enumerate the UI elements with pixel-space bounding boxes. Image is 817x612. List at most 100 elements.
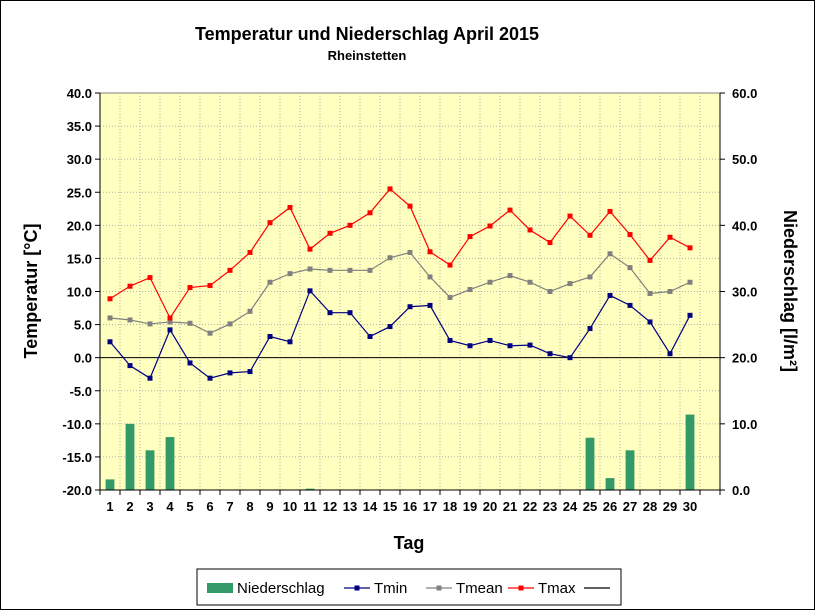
series-point-tmin	[267, 333, 273, 339]
series-point-tmean	[687, 279, 693, 285]
temperature-lines	[107, 186, 693, 381]
y-right-tick-label: 20.0	[732, 351, 757, 366]
series-point-tmin	[187, 360, 193, 366]
series-point-tmin	[507, 343, 513, 349]
series-point-tmin	[467, 343, 473, 349]
y-left-tick-label: 30.0	[67, 152, 92, 167]
series-point-tmax	[467, 234, 473, 240]
series-point-tmin	[527, 342, 533, 348]
series-point-tmin	[607, 292, 613, 298]
series-point-tmean	[167, 319, 173, 325]
series-point-tmean	[627, 265, 633, 271]
y-left-tick-label: -5.0	[70, 384, 92, 399]
series-point-tmax	[587, 232, 593, 238]
y-right-tick-label: 50.0	[732, 152, 757, 167]
legend-label-niederschlag: Niederschlag	[237, 580, 325, 597]
legend-label-tmin: Tmin	[374, 580, 407, 597]
y-left-tick-label: 40.0	[67, 86, 92, 101]
series-point-tmax	[267, 220, 273, 226]
series-point-tmean	[467, 287, 473, 293]
x-tick-label: 2	[126, 499, 133, 514]
y-right-tick-label: 0.0	[732, 483, 750, 498]
x-tick-label: 27	[623, 499, 637, 514]
legend-swatch-niederschlag	[207, 583, 233, 593]
series-point-tmin	[167, 327, 173, 333]
x-tick-label: 22	[523, 499, 537, 514]
series-point-tmin	[567, 355, 573, 361]
series-point-tmax	[547, 240, 553, 246]
series-point-tmin	[367, 333, 373, 339]
x-tick-label: 5	[186, 499, 193, 514]
y-left-tick-label: 35.0	[67, 119, 92, 134]
y-left-tick-label: 10.0	[67, 285, 92, 300]
series-point-tmax	[647, 257, 653, 263]
x-tick-label: 26	[603, 499, 617, 514]
series-point-tmean	[247, 308, 253, 314]
series-point-tmin	[207, 375, 213, 381]
series-point-tmin	[227, 370, 233, 376]
x-tick-label: 20	[483, 499, 497, 514]
series-point-tmax	[387, 186, 393, 192]
x-tick-label: 6	[206, 499, 213, 514]
series-point-tmin	[127, 363, 133, 369]
series-point-tmean	[487, 279, 493, 285]
series-point-tmax	[307, 246, 313, 252]
x-tick-label: 14	[363, 499, 378, 514]
series-point-tmax	[287, 204, 293, 210]
series-point-tmean	[587, 274, 593, 280]
series-point-tmax	[607, 208, 613, 214]
x-tick-label: 16	[403, 499, 417, 514]
legend-marker-tmean	[436, 585, 442, 591]
series-point-tmax	[327, 230, 333, 236]
series-point-tmin	[667, 351, 673, 357]
series-point-tmin	[387, 324, 393, 330]
series-point-tmax	[667, 234, 673, 240]
precipitation-bar	[165, 437, 175, 490]
series-point-tmin	[347, 310, 353, 316]
x-tick-label: 3	[146, 499, 153, 514]
series-point-tmean	[407, 249, 413, 255]
x-axis: 1 2 3 4 5 6 7 8 9 10 11 12 13 14 15 16 17 18 19 20 21 22 23 24 2…	[99, 489, 721, 514]
series-point-tmean	[307, 266, 313, 272]
x-axis-label: Tag	[394, 533, 425, 553]
series-point-tmean	[447, 294, 453, 300]
series-point-tmean	[507, 273, 513, 279]
y-axis-right: 60.0 50.0 40.0 30.0 20.0 10.0 0.0	[719, 86, 757, 498]
precipitation-bar	[305, 488, 315, 490]
series-line-tmax	[109, 188, 691, 320]
series-point-tmax	[407, 203, 413, 209]
series-point-tmean	[227, 321, 233, 327]
series-point-tmin	[687, 312, 693, 318]
series-point-tmax	[187, 285, 193, 291]
precipitation-bars	[105, 414, 695, 490]
series-point-tmax	[107, 296, 113, 302]
series-point-tmin	[247, 369, 253, 375]
series-point-tmin	[627, 302, 633, 308]
y-right-tick-label: 40.0	[732, 218, 757, 233]
legend-marker-tmin	[354, 585, 360, 591]
x-tick-label: 30	[683, 499, 697, 514]
legend-box	[196, 568, 622, 606]
series-point-tmean	[147, 321, 153, 327]
series-point-tmean	[127, 317, 133, 323]
precipitation-bar	[685, 414, 695, 490]
y-left-tick-label: 0.0	[74, 351, 92, 366]
series-point-tmin	[107, 339, 113, 345]
series-point-tmean	[347, 267, 353, 273]
series-point-tmax	[687, 245, 693, 251]
series-point-tmax	[447, 262, 453, 268]
series-point-tmax	[567, 213, 573, 219]
x-tick-label: 19	[463, 499, 477, 514]
y-left-tick-label: 15.0	[67, 251, 92, 266]
y-axis-left: 40.0 35.0 30.0 25.0 20.0 15.0 10.0 5.0 0.0 -5.0 -1…	[62, 86, 101, 498]
x-tick-label: 8	[246, 499, 253, 514]
series-point-tmean	[607, 251, 613, 257]
series-point-tmax	[367, 210, 373, 216]
y-left-tick-label: 25.0	[67, 185, 92, 200]
y-right-tick-label: 30.0	[732, 285, 757, 300]
series-line-tmin	[109, 289, 691, 380]
series-point-tmean	[107, 315, 113, 321]
x-tick-label: 4	[166, 499, 174, 514]
x-tick-label: 11	[303, 499, 317, 514]
